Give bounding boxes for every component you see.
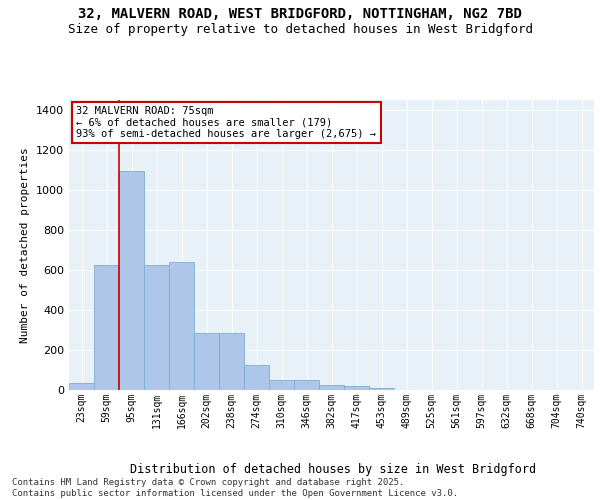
Bar bbox=[194, 333, 219, 390]
Bar bbox=[244, 365, 269, 390]
Bar bbox=[69, 383, 94, 390]
Bar bbox=[319, 385, 344, 390]
Bar bbox=[219, 333, 244, 390]
Text: Size of property relative to detached houses in West Bridgford: Size of property relative to detached ho… bbox=[67, 22, 533, 36]
Bar bbox=[144, 265, 169, 390]
Bar bbox=[369, 388, 394, 390]
Text: Contains HM Land Registry data © Crown copyright and database right 2025.
Contai: Contains HM Land Registry data © Crown c… bbox=[12, 478, 458, 498]
Text: 32 MALVERN ROAD: 75sqm
← 6% of detached houses are smaller (179)
93% of semi-det: 32 MALVERN ROAD: 75sqm ← 6% of detached … bbox=[77, 106, 377, 139]
Bar bbox=[119, 171, 144, 390]
Bar bbox=[169, 262, 194, 390]
Bar bbox=[269, 380, 294, 390]
Text: 32, MALVERN ROAD, WEST BRIDGFORD, NOTTINGHAM, NG2 7BD: 32, MALVERN ROAD, WEST BRIDGFORD, NOTTIN… bbox=[78, 8, 522, 22]
Bar bbox=[294, 380, 319, 390]
Bar bbox=[344, 386, 369, 390]
Y-axis label: Number of detached properties: Number of detached properties bbox=[20, 147, 31, 343]
Bar bbox=[94, 265, 119, 390]
Text: Distribution of detached houses by size in West Bridgford: Distribution of detached houses by size … bbox=[130, 462, 536, 475]
